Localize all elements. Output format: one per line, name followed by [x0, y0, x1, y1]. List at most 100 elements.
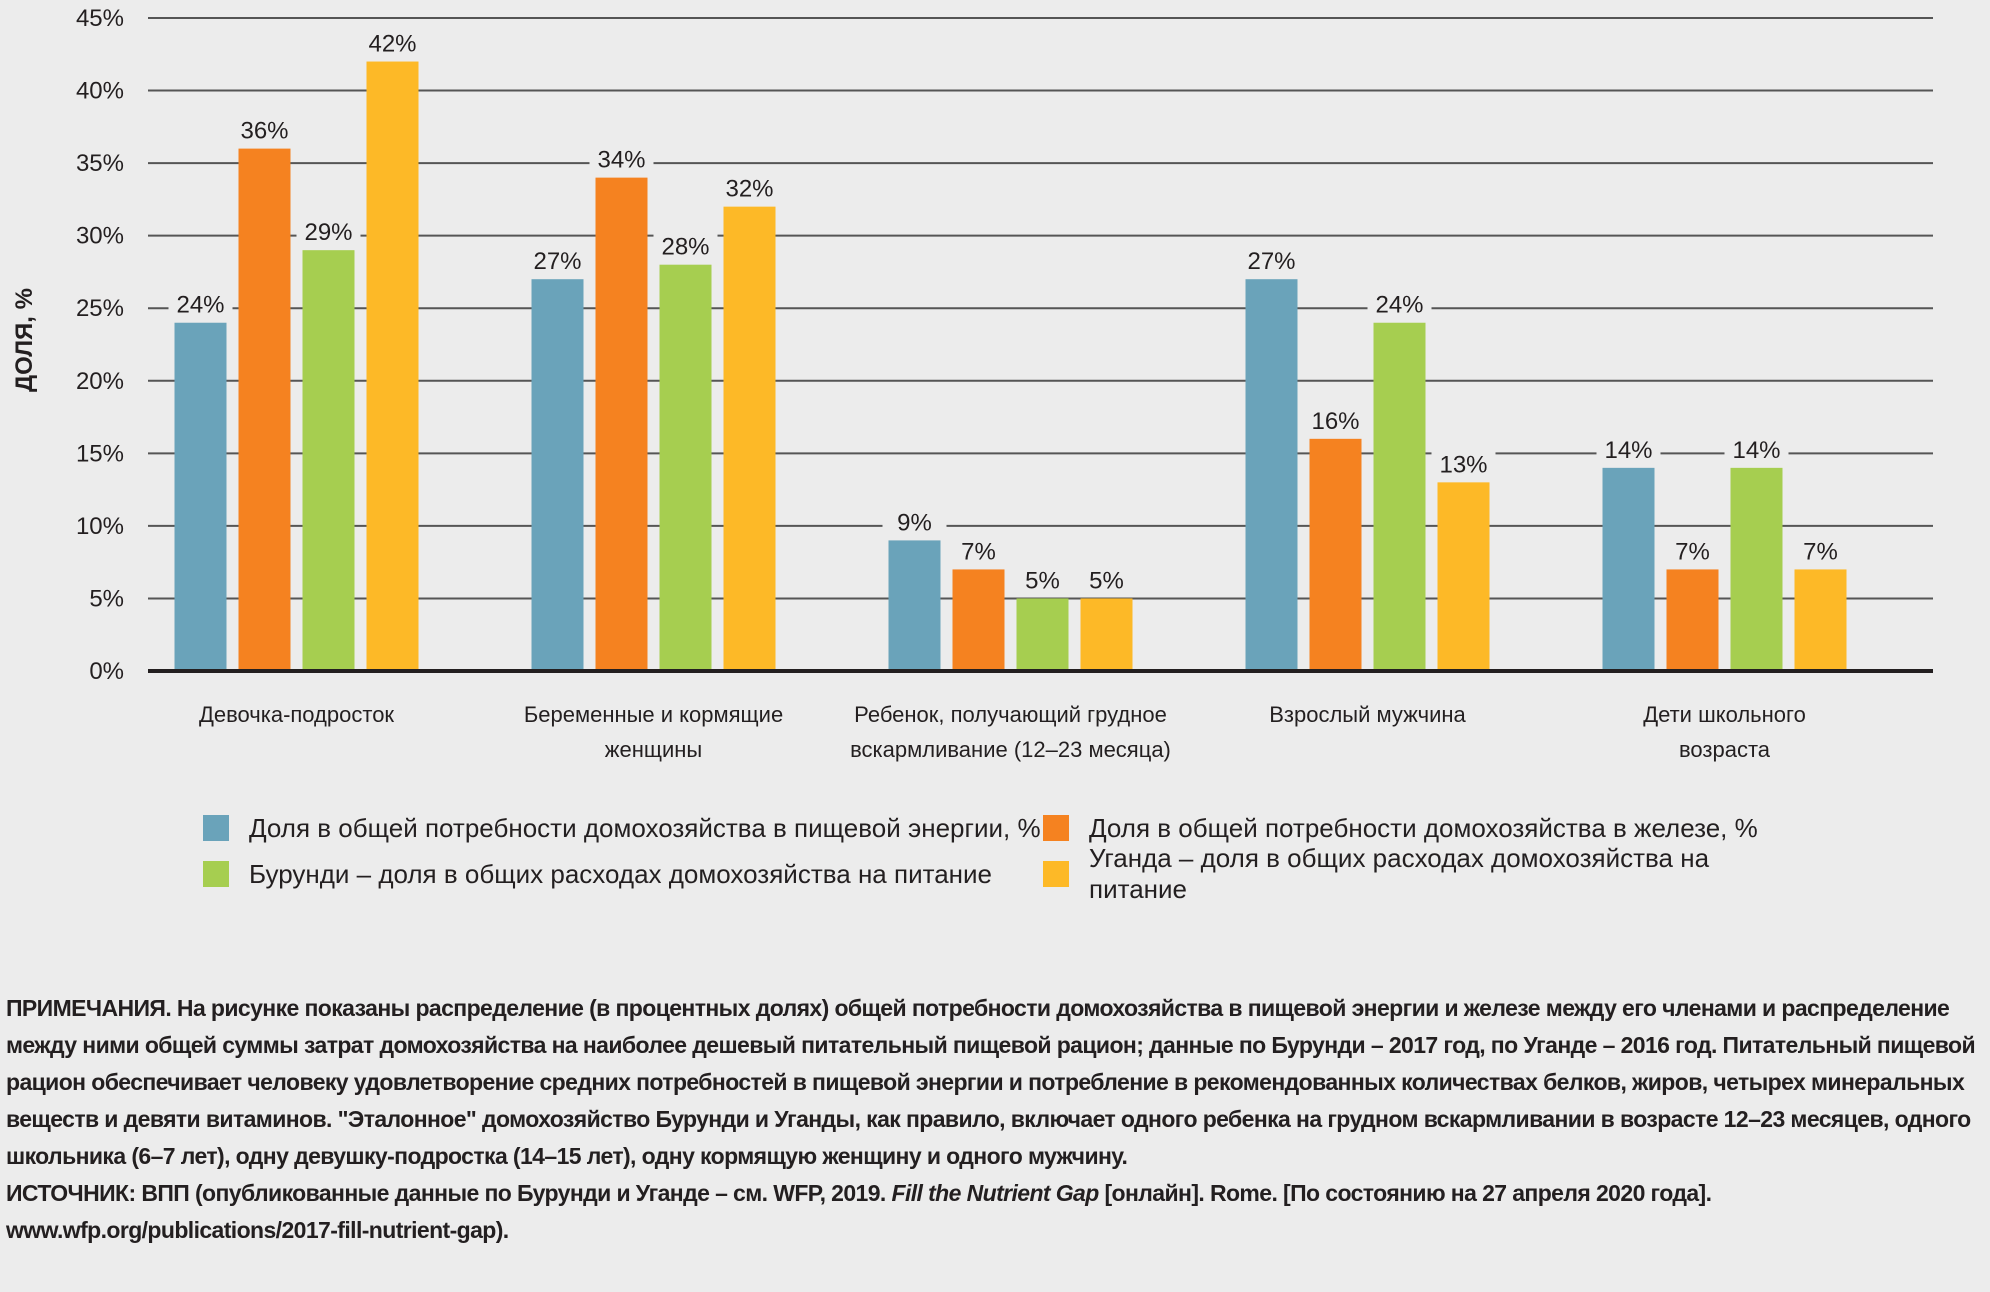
- bars: 24% 36% 29% 42% 27% 34% 28% 32% 9% 7% 5% 5% 27% 16% 24…: [168, 27, 1853, 672]
- data-label: 16%: [1311, 408, 1359, 435]
- data-label: 36%: [240, 118, 288, 145]
- legend-item: Доля в общей потребности домохозяйства в…: [203, 812, 1043, 844]
- data-label-background: [296, 216, 361, 247]
- data-label: 34%: [597, 147, 645, 174]
- y-tick-label: 40%: [76, 78, 124, 105]
- data-label: 32%: [725, 176, 773, 203]
- data-label-background: [232, 114, 297, 145]
- data-label-background: [1074, 564, 1139, 595]
- bar: [531, 279, 584, 671]
- x-category-label: Девочка-подросток: [199, 702, 394, 727]
- data-label: 42%: [368, 31, 416, 58]
- legend-label: Доля в общей потребности домохозяйства в…: [1089, 812, 1758, 843]
- legend-swatch: [203, 861, 229, 887]
- data-label-background: [717, 172, 782, 203]
- data-label-background: [360, 27, 425, 58]
- data-label: 5%: [1089, 567, 1124, 594]
- y-tick-label: 15%: [76, 440, 124, 467]
- source-text-tail: [онлайн]. Rome. [По состоянию на 27 апре…: [6, 1180, 1712, 1243]
- bar: [1080, 598, 1133, 671]
- bar-chart: 0% 5% 10% 15% 20% 25% 30% 35% 40% 45% ДОЛЯ, % 24%…: [11, 5, 1933, 762]
- bar: [366, 61, 419, 672]
- bar: [1245, 279, 1298, 671]
- data-label-background: [1660, 535, 1725, 566]
- legend-item: Бурунди – доля в общих расходах домохозя…: [203, 858, 1043, 890]
- data-label: 14%: [1604, 437, 1652, 464]
- bar: [1016, 598, 1069, 671]
- x-category-label: Взрослый мужчина: [1269, 702, 1466, 727]
- y-tick-label: 45%: [76, 5, 124, 32]
- data-label-background: [1367, 288, 1432, 319]
- bar: [723, 206, 776, 671]
- data-label-background: [882, 506, 947, 537]
- notes-block: ПРИМЕЧАНИЯ. На рисунке показаны распреде…: [6, 990, 1981, 1249]
- legend: Доля в общей потребности домохозяйства в…: [203, 812, 1803, 904]
- x-category-label: возраста: [1679, 737, 1771, 762]
- data-label-background: [589, 143, 654, 174]
- data-label: 27%: [1247, 248, 1295, 275]
- source-label: ИСТОЧНИК:: [6, 1180, 136, 1206]
- data-label: 13%: [1439, 451, 1487, 478]
- y-tick-label: 0%: [89, 658, 124, 685]
- y-tick-label: 30%: [76, 223, 124, 250]
- source-title: Fill the Nutrient Gap: [891, 1180, 1100, 1206]
- data-label: 14%: [1732, 437, 1780, 464]
- x-category-label: Беременные и кормящие: [524, 702, 783, 727]
- gridlines: [148, 17, 1933, 600]
- data-label-background: [653, 230, 718, 261]
- data-label-background: [1596, 433, 1661, 464]
- bar: [595, 177, 648, 671]
- data-label-background: [1724, 433, 1789, 464]
- data-label-background: [1788, 535, 1853, 566]
- bar: [238, 148, 291, 672]
- data-label: 28%: [661, 234, 709, 261]
- data-label-background: [1010, 564, 1075, 595]
- data-label: 5%: [1025, 567, 1060, 594]
- bar: [1602, 467, 1655, 671]
- bar: [1730, 467, 1783, 671]
- data-label: 7%: [1675, 538, 1710, 565]
- bar: [1666, 569, 1719, 671]
- x-category-label: женщины: [605, 737, 702, 762]
- data-label-background: [1431, 448, 1496, 479]
- y-tick-label: 35%: [76, 150, 124, 177]
- legend-swatch: [1043, 861, 1069, 887]
- notes-text: На рисунке показаны распределение (в про…: [6, 995, 1976, 1169]
- data-label-background: [168, 288, 233, 319]
- data-label: 27%: [533, 248, 581, 275]
- category-labels: Девочка-подросток Беременные и кормящие же…: [199, 702, 1806, 762]
- source-text: ВПП (опубликованные данные по Бурунди и …: [135, 1180, 892, 1206]
- notes-paragraph: ПРИМЕЧАНИЯ. На рисунке показаны распреде…: [6, 990, 1981, 1175]
- bar: [1437, 482, 1490, 671]
- data-label: 24%: [1375, 292, 1423, 319]
- legend-swatch: [1043, 815, 1069, 841]
- y-tick-label: 5%: [89, 585, 124, 612]
- bar: [659, 264, 712, 671]
- bar: [1373, 322, 1426, 671]
- data-label-background: [525, 245, 590, 276]
- bar: [302, 250, 355, 671]
- data-label: 24%: [176, 292, 224, 319]
- x-category-label: Ребенок, получающий грудное: [854, 702, 1167, 727]
- bar: [1794, 569, 1847, 671]
- x-category-label: вскармливание (12–23 месяца): [850, 737, 1171, 762]
- data-label: 9%: [897, 509, 932, 536]
- bar: [888, 540, 941, 671]
- data-label: 29%: [304, 219, 352, 246]
- legend-item: Уганда – доля в общих расходах домохозяй…: [1043, 843, 1803, 904]
- data-label-background: [1303, 404, 1368, 435]
- data-label: 7%: [1803, 538, 1838, 565]
- bar: [1309, 438, 1362, 671]
- y-axis-ticks: 0% 5% 10% 15% 20% 25% 30% 35% 40% 45%: [76, 5, 124, 685]
- y-axis-label: ДОЛЯ, %: [11, 288, 38, 392]
- x-category-label: Дети школьного: [1643, 702, 1806, 727]
- bar: [174, 322, 227, 671]
- legend-label: Бурунди – доля в общих расходах домохозя…: [249, 858, 993, 889]
- legend-label: Уганда – доля в общих расходах домохозяй…: [1089, 843, 1710, 904]
- y-tick-label: 10%: [76, 513, 124, 540]
- y-tick-label: 25%: [76, 295, 124, 322]
- legend-item: Доля в общей потребности домохозяйства в…: [1043, 812, 1803, 844]
- source-paragraph: ИСТОЧНИК: ВПП (опубликованные данные по …: [6, 1175, 1981, 1249]
- bar: [952, 569, 1005, 671]
- legend-label: Доля в общей потребности домохозяйства в…: [249, 812, 1041, 843]
